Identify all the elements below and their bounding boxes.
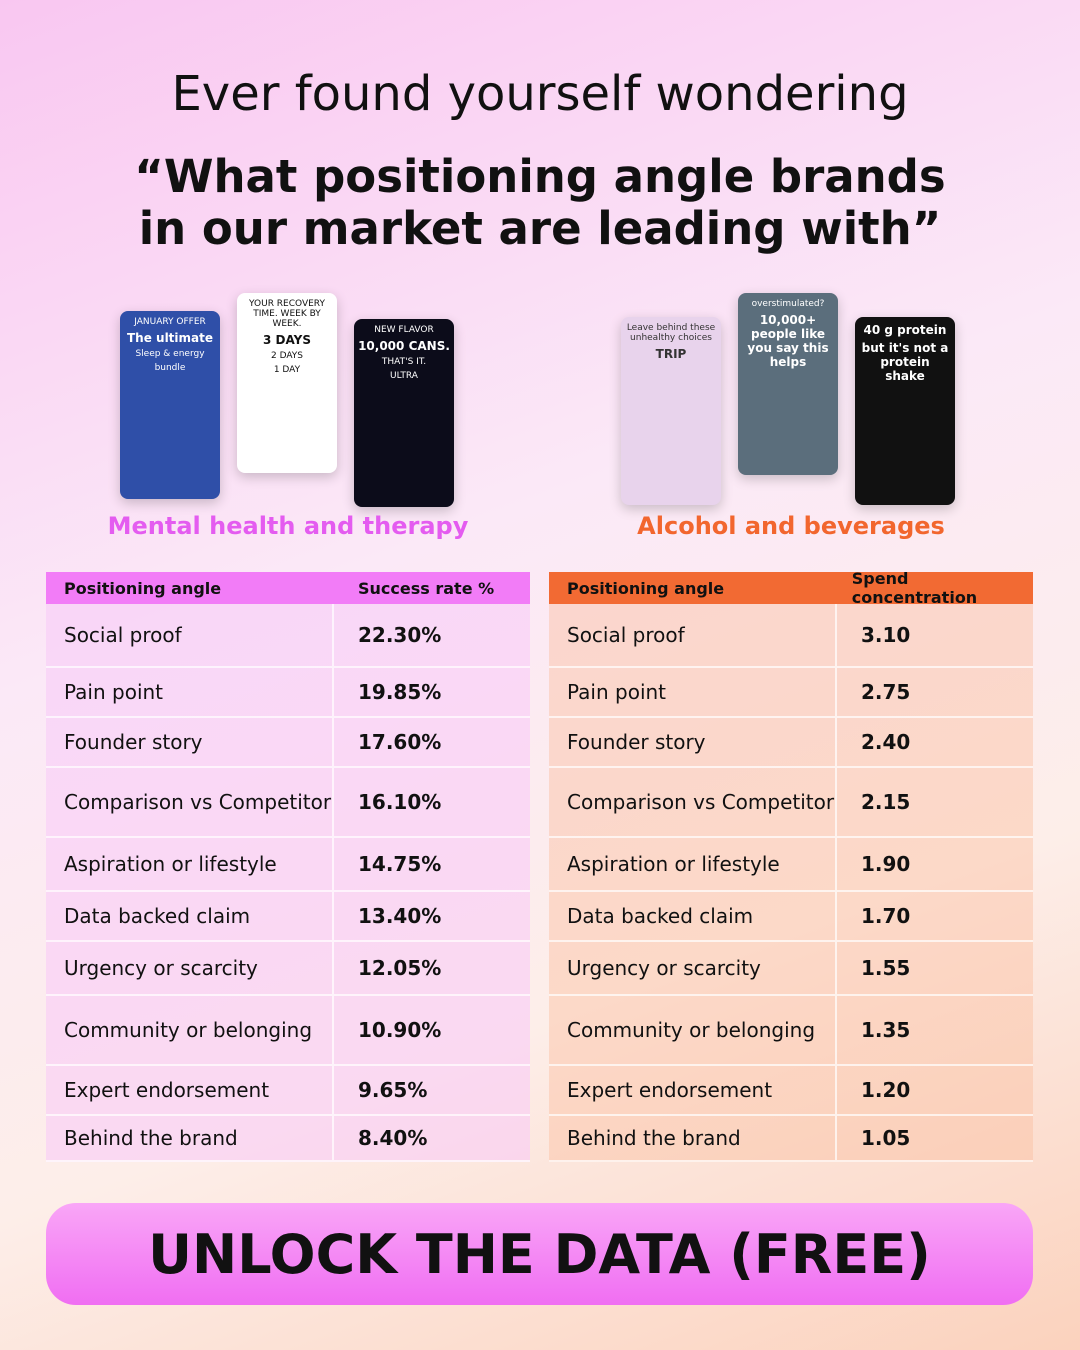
value-cell: 16.10% bbox=[358, 790, 442, 814]
table-row: Comparison vs Competitor 16.10% bbox=[46, 768, 530, 838]
angle-cell: Expert endorsement bbox=[46, 1066, 334, 1114]
table-row: Aspiration or lifestyle 1.90 bbox=[549, 838, 1033, 892]
table-row: Pain point 19.85% bbox=[46, 668, 530, 718]
table-header: Positioning angle Spend concentration bbox=[549, 569, 1033, 607]
ad-text: YOUR RECOVERY TIME. WEEK BY WEEK. bbox=[249, 299, 325, 329]
angle-cell: Comparison vs Competitor bbox=[46, 768, 334, 836]
table-row: Founder story 2.40 bbox=[549, 718, 1033, 768]
angle-cell: Aspiration or lifestyle bbox=[46, 838, 334, 890]
ad-text: 40 g protein bbox=[863, 323, 947, 337]
ad-mockup: YOUR RECOVERY TIME. WEEK BY WEEK. 3 DAYS 2… bbox=[237, 293, 337, 473]
value-cell: 17.60% bbox=[358, 730, 442, 754]
ad-mockup: 40 g protein but it's not a protein shake bbox=[855, 317, 955, 505]
ad-text: 2 DAYS bbox=[270, 351, 304, 361]
ad-text: bundle bbox=[154, 363, 186, 373]
table: Positioning angle Spend concentration Soci… bbox=[549, 569, 1033, 1162]
column-header: Success rate % bbox=[358, 578, 495, 598]
column-header: Spend concentration bbox=[851, 569, 978, 607]
ad-text: JANUARY OFFER bbox=[134, 317, 206, 327]
ad-text: 10,000+ people like you say this helps bbox=[747, 313, 829, 369]
value-cell: 1.35 bbox=[861, 1018, 911, 1042]
angle-cell: Aspiration or lifestyle bbox=[549, 838, 837, 890]
value-cell: 1.70 bbox=[861, 904, 911, 928]
value-cell: 1.55 bbox=[861, 956, 911, 980]
column-header: Positioning angle bbox=[64, 578, 222, 598]
table-row: Social proof 3.10 bbox=[549, 604, 1033, 668]
ad-text: ULTRA bbox=[390, 371, 418, 381]
section-label: Mental health and therapy bbox=[107, 512, 469, 540]
table-row: Urgency or scarcity 1.55 bbox=[549, 942, 1033, 996]
value-cell: 10.90% bbox=[358, 1018, 442, 1042]
table-row: Expert endorsement 9.65% bbox=[46, 1066, 530, 1116]
ad-mockup: NEW FLAVOR 10,000 CANS. THAT'S IT. ULTRA bbox=[354, 319, 454, 507]
table-row: Behind the brand 1.05 bbox=[549, 1116, 1033, 1162]
section-label: Alcohol and beverages bbox=[637, 512, 945, 540]
table-row: Expert endorsement 1.20 bbox=[549, 1066, 1033, 1116]
table-row: Pain point 2.75 bbox=[549, 668, 1033, 718]
angle-cell: Founder story bbox=[549, 718, 837, 766]
angle-cell: Community or belonging bbox=[549, 996, 837, 1064]
value-cell: 22.30% bbox=[358, 623, 442, 647]
question: in our market are leading with” bbox=[138, 202, 942, 255]
cta-button[interactable]: UNLOCK THE DATA (FREE) bbox=[46, 1203, 1033, 1305]
value-cell: 9.65% bbox=[358, 1078, 428, 1102]
value-cell: 8.40% bbox=[358, 1126, 428, 1150]
ad-mockup: Leave behind these unhealthy choices TRIP bbox=[621, 317, 721, 505]
angle-cell: Social proof bbox=[46, 604, 334, 666]
table-row: Data backed claim 13.40% bbox=[46, 892, 530, 942]
question: “What positioning angle brands bbox=[134, 150, 946, 203]
ad-text: 3 DAYS bbox=[263, 333, 311, 347]
angle-cell: Data backed claim bbox=[46, 892, 334, 940]
ad-text: 10,000 CANS. bbox=[358, 339, 450, 353]
value-cell: 13.40% bbox=[358, 904, 442, 928]
table-row: Community or belonging 1.35 bbox=[549, 996, 1033, 1066]
ad-mockup: overstimulated? 10,000+ people like you s… bbox=[738, 293, 838, 475]
table: Positioning angle Success rate % Social pr… bbox=[46, 572, 530, 1162]
angle-cell: Behind the brand bbox=[549, 1116, 837, 1160]
ad-text: 1 DAY bbox=[273, 365, 301, 375]
angle-cell: Urgency or scarcity bbox=[549, 942, 837, 994]
angle-cell: Urgency or scarcity bbox=[46, 942, 334, 994]
value-cell: 14.75% bbox=[358, 852, 442, 876]
ad-mockup: JANUARY OFFER The ultimate Sleep & energy b… bbox=[120, 311, 220, 499]
ad-text: TRIP bbox=[655, 347, 687, 361]
angle-cell: Social proof bbox=[549, 604, 837, 666]
angle-cell: Pain point bbox=[549, 668, 837, 716]
table-row: Social proof 22.30% bbox=[46, 604, 530, 668]
angle-cell: Comparison vs Competitor bbox=[549, 768, 837, 836]
table-header: Positioning angle Success rate % bbox=[46, 572, 530, 604]
value-cell: 1.05 bbox=[861, 1126, 911, 1150]
value-cell: 2.75 bbox=[861, 680, 911, 704]
value-cell: 2.15 bbox=[861, 790, 911, 814]
table-row: Community or belonging 10.90% bbox=[46, 996, 530, 1066]
ad-text: but it's not a protein shake bbox=[861, 341, 949, 383]
value-cell: 3.10 bbox=[861, 623, 911, 647]
table-row: Aspiration or lifestyle 14.75% bbox=[46, 838, 530, 892]
angle-cell: Data backed claim bbox=[549, 892, 837, 940]
ad-text: overstimulated? bbox=[751, 299, 825, 309]
angle-cell: Pain point bbox=[46, 668, 334, 716]
table-row: Founder story 17.60% bbox=[46, 718, 530, 768]
table-row: Urgency or scarcity 12.05% bbox=[46, 942, 530, 996]
angle-cell: Behind the brand bbox=[46, 1116, 334, 1160]
angle-cell: Founder story bbox=[46, 718, 334, 766]
column-header: Positioning angle bbox=[567, 578, 725, 598]
headline: Ever found yourself wondering bbox=[171, 66, 909, 122]
value-cell: 12.05% bbox=[358, 956, 442, 980]
ad-text: Sleep & energy bbox=[135, 349, 205, 359]
ad-text: Leave behind these unhealthy choices bbox=[626, 323, 716, 343]
ad-text: The ultimate bbox=[126, 331, 214, 345]
value-cell: 19.85% bbox=[358, 680, 442, 704]
angle-cell: Community or belonging bbox=[46, 996, 334, 1064]
ad-text: THAT'S IT. bbox=[381, 357, 427, 367]
value-cell: 2.40 bbox=[861, 730, 911, 754]
table-row: Behind the brand 8.40% bbox=[46, 1116, 530, 1162]
value-cell: 1.20 bbox=[861, 1078, 911, 1102]
table-row: Data backed claim 1.70 bbox=[549, 892, 1033, 942]
value-cell: 1.90 bbox=[861, 852, 911, 876]
angle-cell: Expert endorsement bbox=[549, 1066, 837, 1114]
ad-text: NEW FLAVOR bbox=[374, 325, 434, 335]
table-row: Comparison vs Competitor 2.15 bbox=[549, 768, 1033, 838]
